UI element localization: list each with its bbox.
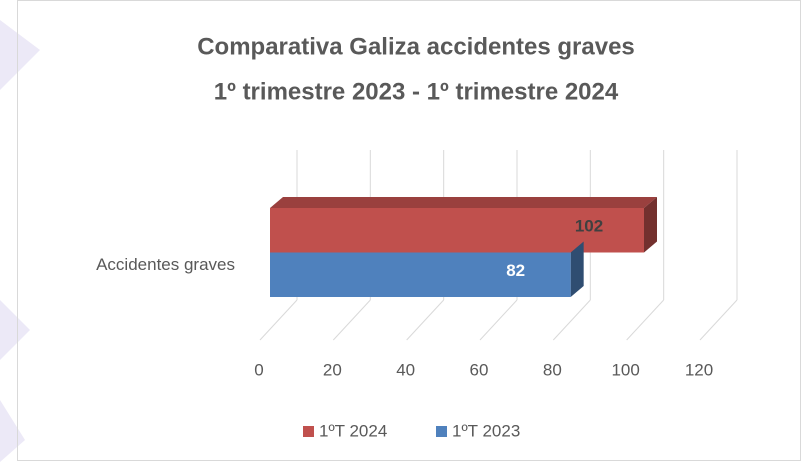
floor-line: [259, 299, 298, 341]
legend-swatch: [303, 426, 314, 437]
y-tick-label: Accidentes graves: [96, 255, 235, 274]
chart-title: Comparativa Galiza accidentes graves: [197, 33, 635, 60]
floor-line: [406, 299, 445, 341]
data-label: 102: [575, 217, 603, 236]
x-tick-label: 60: [470, 360, 489, 379]
bar: [270, 252, 571, 297]
floor-line: [552, 299, 591, 341]
bar-side: [570, 241, 584, 297]
x-tick-label: 40: [396, 360, 415, 379]
x-tick-label: 20: [323, 360, 342, 379]
x-tick-label: 100: [611, 360, 639, 379]
decoration: [0, 20, 40, 462]
legend-label: 1ºT 2023: [452, 421, 520, 440]
legend-label: 1ºT 2024: [319, 421, 387, 440]
chart-border: [17, 0, 801, 461]
floor-line: [332, 299, 371, 341]
x-tick-label: 0: [254, 360, 263, 379]
x-tick-label: 80: [543, 360, 562, 379]
legend-swatch: [436, 426, 447, 437]
floor-line: [626, 299, 665, 341]
data-label: 82: [506, 261, 525, 280]
floor-line: [699, 299, 738, 341]
bar-top: [270, 197, 657, 208]
x-tick-label: 120: [685, 360, 713, 379]
chart-subtitle: 1º trimestre 2023 - 1º trimestre 2024: [214, 78, 619, 105]
floor-line: [479, 299, 518, 341]
bar-side: [644, 197, 657, 253]
